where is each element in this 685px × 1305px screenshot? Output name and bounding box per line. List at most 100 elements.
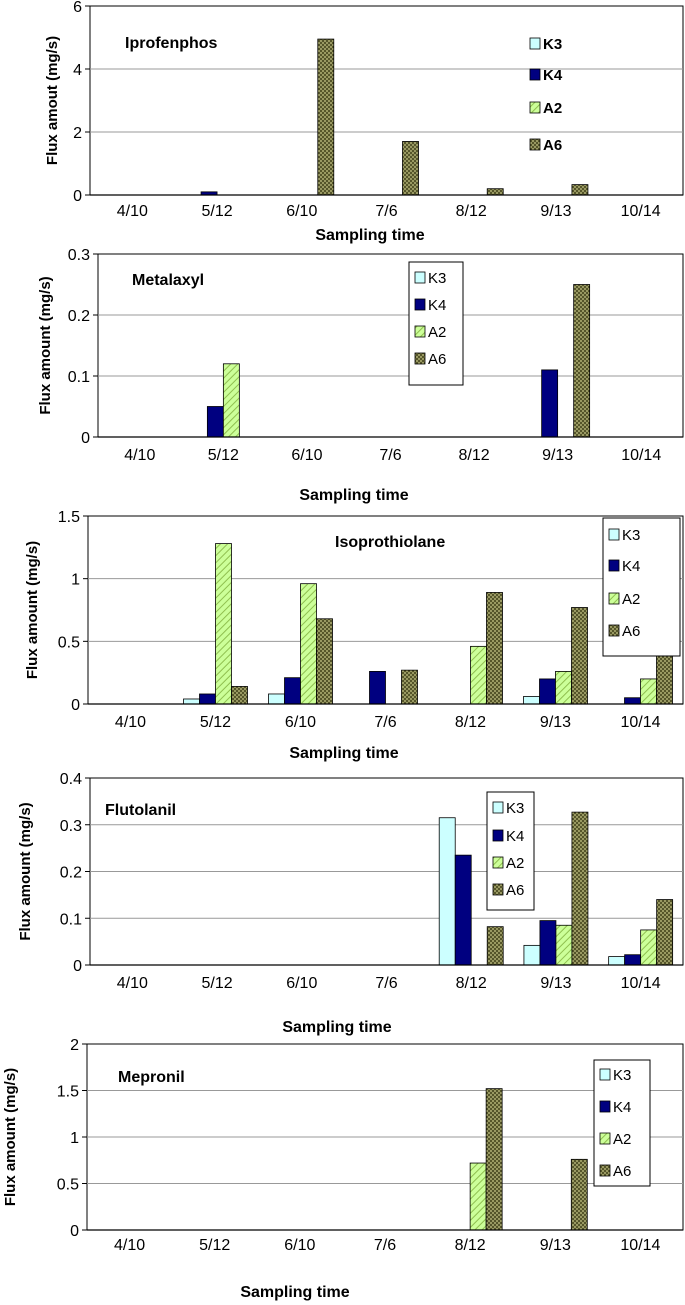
chart-2-legend-label-k3: K3 [428,270,446,287]
chart-3-bar-k4-10-14 [624,697,641,705]
chart-3-bar-a6-5-12 [231,686,248,705]
chart-2-ytick-label: 0.2 [68,308,90,325]
chart-3-legend-label-a6: A6 [622,623,640,640]
chart-5-legend-box [593,1059,651,1187]
chart-3-xtick-label: 6/10 [285,714,316,731]
chart-1-title: Iprofenphos [125,35,218,52]
chart-4-bar-k4-8-12 [454,854,472,966]
chart-5-title: Mepronil [118,1069,185,1086]
chart-3-bar-a2-10-14 [640,678,657,705]
chart-5-xtick-label: 5/12 [199,1237,230,1254]
chart-2-y-axis-label: Flux amount (mg/s) [37,276,54,414]
chart-5-ytick-label: 1 [70,1130,79,1147]
chart-3-legend-swatch-k3 [608,528,620,541]
chart-2-bar-k4-5-12 [206,406,224,438]
chart-1-y-axis-label: Flux amout (mg/s) [44,36,61,165]
chart-3-legend-label-k4: K4 [622,558,640,575]
chart-2-xtick-label: 6/10 [291,447,322,464]
chart-4-xtick-label: 10/14 [621,975,661,992]
chart-2-xtick-label: 10/14 [621,447,661,464]
chart-4-title: Flutolanil [105,802,176,819]
chart-1-ytick-label: 4 [73,62,82,79]
chart-4-legend-label-k3: K3 [506,800,524,817]
chart-1-legend-label-a6: A6 [543,137,562,154]
chart-5-xtick-label: 6/10 [284,1237,315,1254]
chart-4-bar-k4-9-13 [539,920,557,966]
chart-1-legend-label-k3: K3 [543,36,562,53]
chart-2-xtick-label: 8/12 [459,447,490,464]
chart-5-bar-a2-8-12 [469,1162,487,1231]
chart-3-isoprothiolane: 0 0.5 1 1.5 4/10 5/12 6/10 7/6 8/12 9/13 10/14 Isop… [24,509,684,762]
chart-1-legend-swatch-k4 [529,68,541,81]
chart-4-bar-k4-10-14 [624,954,642,966]
chart-5-ytick-label: 0 [70,1223,79,1240]
chart-3-xtick-label: 7/6 [374,714,396,731]
chart-4-xtick-label: 4/10 [117,975,148,992]
chart-3-xtick-label: 5/12 [200,714,231,731]
chart-3-legend-swatch-k4 [608,559,620,572]
chart-4-legend-label-k4: K4 [506,828,524,845]
chart-4-y-axis-label: Flux amount (mg/s) [17,802,34,940]
chart-4-ytick-label: 0.3 [60,818,82,835]
chart-5-xtick-label: 7/6 [374,1237,396,1254]
chart-3-bar-a2-8-12 [470,645,487,705]
chart-3-bar-k3-6-10 [268,693,285,705]
chart-4-xtick-label: 5/12 [202,975,233,992]
chart-2-bar-a2-5-12 [222,363,240,438]
chart-3-legend-swatch-a2 [608,592,620,605]
chart-2-xtick-label: 4/10 [124,447,155,464]
chart-5-legend-label-k3: K3 [613,1067,631,1084]
chart-4-legend-label-a2: A2 [506,855,524,872]
chart-1-plot-area [89,5,684,196]
chart-1-xtick-label: 9/13 [540,203,571,220]
chart-2-x-axis-label: Sampling time [299,487,408,504]
chart-3-bar-k4-6-10 [284,677,301,705]
chart-4-bar-a6-8-12 [486,926,504,966]
chart-3-bar-a2-6-10 [300,583,317,705]
chart-3-bar-a2-9-13 [555,671,572,705]
chart-1-bar-a6-9-13 [571,184,589,196]
chart-3-x-axis-label: Sampling time [289,745,398,762]
chart-4-ytick-label: 0.1 [60,911,82,928]
chart-2-title: Metalaxyl [132,272,204,289]
chart-1-bar-a6-8-12 [486,188,504,196]
chart-5-xtick-label: 8/12 [455,1237,486,1254]
chart-5-legend-swatch-k3 [599,1068,611,1081]
chart-5-legend-label-a2: A2 [613,1131,631,1148]
chart-4-xtick-label: 9/13 [540,975,571,992]
chart-3-bar-k4-5-12 [199,693,216,705]
chart-2-legend: K3 K4 A2 A6 [408,261,464,386]
chart-1-bar-a6-6-10 [317,38,335,196]
chart-4-x-axis-label: Sampling time [282,1019,391,1036]
chart-3-title: Isoprothiolane [335,534,445,551]
chart-2-xtick-label: 7/6 [379,447,401,464]
chart-4-bar-a6-9-13 [571,811,589,966]
chart-1-ytick-label: 2 [73,125,82,142]
chart-2-metalaxyl: 0 0.1 0.2 0.3 4/10 5/12 6/10 7/6 8/12 9/13 10/14 Me… [37,247,684,504]
chart-4-legend-label-a6: A6 [506,882,524,899]
chart-2-legend-label-a2: A2 [428,324,446,341]
chart-5-ytick-label: 1.5 [57,1084,79,1101]
chart-1-xtick-label: 5/12 [202,203,233,220]
chart-4-legend-swatch-k3 [492,801,504,814]
chart-5-bar-a6-8-12 [485,1088,503,1231]
chart-3-legend-label-a2: A2 [622,591,640,608]
chart-1-legend: K3 K4 A2 A6 [529,36,563,154]
chart-4-ytick-label: 0.2 [60,865,82,882]
chart-5-x-axis-label: Sampling time [240,1284,349,1301]
chart-3-xtick-label: 9/13 [540,714,571,731]
chart-5-xtick-label: 10/14 [620,1237,660,1254]
chart-3-bar-k4-9-13 [539,678,556,705]
chart-2-legend-label-k4: K4 [428,297,446,314]
chart-1-iprofenphos: 0 2 4 6 4/10 5/12 6/10 7/6 8/12 9/13 10/14 Iprofenp… [44,0,684,244]
chart-3-legend: K3 K4 A2 A6 [602,517,681,657]
chart-3-bar-a6-7-6 [401,669,418,705]
chart-5-legend-swatch-a6 [599,1164,611,1177]
chart-1-legend-swatch-k3 [529,37,541,50]
chart-4-bar-a2-9-13 [555,924,573,966]
chart-1-legend-label-a2: A2 [543,100,562,117]
chart-2-xtick-label: 5/12 [208,447,239,464]
chart-2-bar-a6-9-13 [573,284,591,438]
chart-4-bar-a6-10-14 [656,899,674,966]
chart-2-legend-swatch-k3 [414,271,426,284]
